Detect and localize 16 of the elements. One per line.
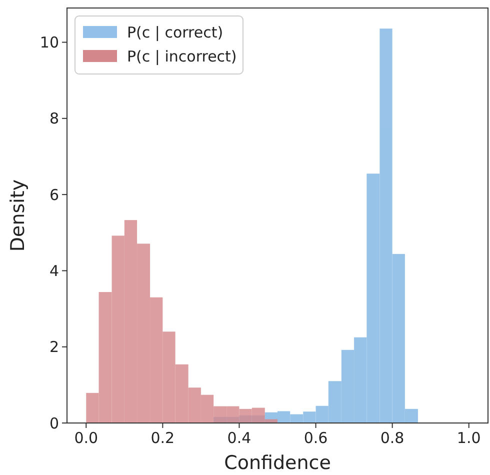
legend-label: P(c | correct) (127, 23, 224, 42)
x-tick-label: 0.6 (304, 429, 328, 447)
x-tick-label: 0.0 (74, 429, 98, 447)
x-tick-label: 0.8 (380, 429, 404, 447)
x-axis-title: Confidence (224, 452, 331, 474)
legend-label: P(c | incorrect) (127, 47, 237, 66)
x-tick-label: 1.0 (456, 429, 481, 447)
y-tick-label: 10 (40, 34, 59, 52)
y-tick-label: 6 (49, 186, 59, 204)
y-tick-label: 2 (49, 338, 59, 356)
x-tick-label: 0.4 (227, 429, 252, 447)
x-tick-label: 0.2 (150, 429, 175, 447)
y-tick-label: 0 (49, 414, 59, 432)
y-tick-label: 8 (49, 110, 59, 128)
y-axis-title: Density (7, 179, 29, 252)
y-tick-label: 4 (49, 262, 59, 280)
